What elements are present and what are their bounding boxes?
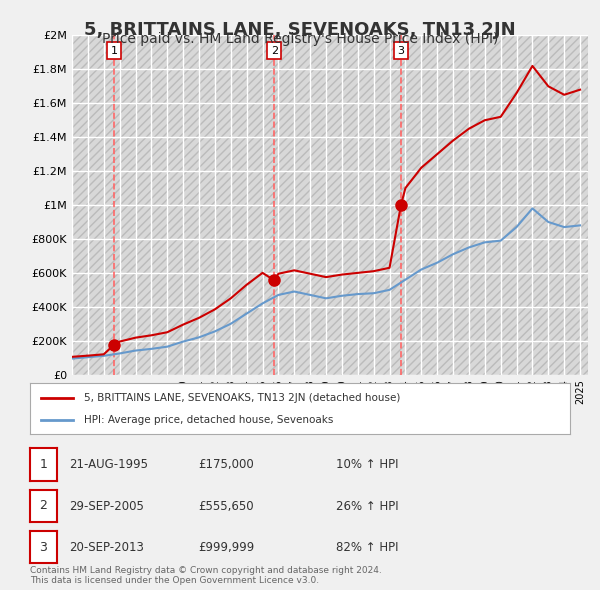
- Text: £555,650: £555,650: [198, 500, 254, 513]
- Text: 26% ↑ HPI: 26% ↑ HPI: [336, 500, 398, 513]
- Text: Contains HM Land Registry data © Crown copyright and database right 2024.
This d: Contains HM Land Registry data © Crown c…: [30, 566, 382, 585]
- Text: 20-SEP-2013: 20-SEP-2013: [69, 541, 144, 554]
- Text: HPI: Average price, detached house, Sevenoaks: HPI: Average price, detached house, Seve…: [84, 415, 334, 425]
- Text: 1: 1: [40, 458, 47, 471]
- Text: Price paid vs. HM Land Registry's House Price Index (HPI): Price paid vs. HM Land Registry's House …: [102, 32, 498, 47]
- Text: £175,000: £175,000: [198, 458, 254, 471]
- Text: 29-SEP-2005: 29-SEP-2005: [69, 500, 144, 513]
- Text: 2: 2: [271, 45, 278, 55]
- Text: 10% ↑ HPI: 10% ↑ HPI: [336, 458, 398, 471]
- Text: 2: 2: [40, 499, 47, 513]
- Text: 3: 3: [40, 540, 47, 554]
- Text: 3: 3: [397, 45, 404, 55]
- Text: 1: 1: [110, 45, 118, 55]
- Text: 5, BRITTAINS LANE, SEVENOAKS, TN13 2JN: 5, BRITTAINS LANE, SEVENOAKS, TN13 2JN: [84, 21, 516, 39]
- Text: £999,999: £999,999: [198, 541, 254, 554]
- Text: 5, BRITTAINS LANE, SEVENOAKS, TN13 2JN (detached house): 5, BRITTAINS LANE, SEVENOAKS, TN13 2JN (…: [84, 392, 400, 402]
- Text: 82% ↑ HPI: 82% ↑ HPI: [336, 541, 398, 554]
- Text: 21-AUG-1995: 21-AUG-1995: [69, 458, 148, 471]
